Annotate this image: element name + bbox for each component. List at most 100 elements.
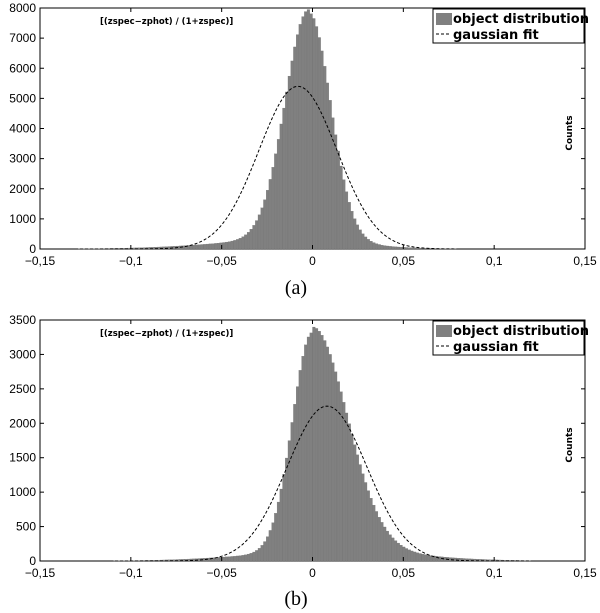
histogram-bar xyxy=(271,167,275,250)
histogram-bars xyxy=(113,326,531,562)
histogram-bar xyxy=(208,243,212,250)
histogram-bar xyxy=(279,488,283,562)
histogram-bar xyxy=(320,50,324,250)
histogram-bar xyxy=(315,328,319,562)
histogram-bar xyxy=(268,530,272,562)
histogram-bar xyxy=(214,243,218,250)
histogram-bar xyxy=(268,179,272,250)
histogram-bar xyxy=(418,553,422,562)
histogram-bar xyxy=(162,246,166,250)
histogram-bar xyxy=(405,247,408,250)
histogram-bar xyxy=(418,247,422,250)
histogram-bar xyxy=(162,559,166,562)
histogram-bar xyxy=(304,344,308,562)
x-tick-label: −0,1 xyxy=(119,566,143,580)
histogram-bar xyxy=(355,224,359,250)
histogram-bar xyxy=(407,247,411,250)
chart-panel-1: −0,15 −0,1 −0,05 0 0,05 0,1 0,15 0 500 1000 1500 20… xyxy=(9,313,597,580)
histogram-bar xyxy=(410,550,414,562)
histogram-bar xyxy=(347,202,351,250)
histogram-bar xyxy=(244,554,248,562)
histogram-bar xyxy=(255,550,259,562)
histogram-bar xyxy=(304,11,308,250)
histogram-bar xyxy=(426,555,430,562)
histogram-bar xyxy=(225,241,229,250)
histogram-bar xyxy=(192,244,196,250)
x-tick-label: 0 xyxy=(309,566,316,580)
y-axis-label: Counts xyxy=(565,427,575,462)
histogram-bar xyxy=(257,214,261,250)
histogram-bar xyxy=(323,340,327,562)
y-tick-label: 0 xyxy=(29,242,36,256)
histogram-bar xyxy=(388,246,392,250)
histogram-bar xyxy=(309,332,313,562)
y-tick-label: 1500 xyxy=(9,451,36,465)
histogram-bar xyxy=(405,548,408,562)
histogram-bar xyxy=(415,552,419,562)
x-tick-label: −0,05 xyxy=(206,254,237,268)
x-tick-label: −0,15 xyxy=(25,566,56,580)
histogram-bar xyxy=(369,241,373,250)
histogram-bar xyxy=(410,247,414,250)
histogram-bar xyxy=(246,553,250,562)
chart-annotation: [(zspec−zphot) / (1+zspec)] xyxy=(100,329,233,339)
histogram-bar xyxy=(260,207,264,250)
histogram-bar xyxy=(353,218,357,250)
histogram-bar xyxy=(246,232,250,250)
histogram-bar xyxy=(276,139,280,250)
histogram-bar xyxy=(266,536,270,562)
histogram-bar xyxy=(290,422,294,562)
histogram-bar xyxy=(203,244,207,250)
histogram-bar xyxy=(211,243,215,250)
legend-label-fit: gaussian fit xyxy=(453,28,539,43)
histogram-bar xyxy=(195,244,199,250)
chart-annotation: [(zspec−zphot) / (1+zspec)] xyxy=(100,17,233,27)
x-tick-label: −0,1 xyxy=(119,254,143,268)
histogram-bar xyxy=(334,371,338,562)
legend-label-fit: gaussian fit xyxy=(453,340,539,355)
histogram-bar xyxy=(296,34,299,250)
histogram-bar xyxy=(252,225,256,250)
histogram-bar xyxy=(353,444,357,562)
panel-caption: (a) xyxy=(285,277,307,299)
histogram-bar xyxy=(396,246,400,250)
histogram-bar xyxy=(358,464,362,562)
histogram-bar xyxy=(372,242,376,250)
histogram-bar xyxy=(396,542,400,562)
histogram-bar xyxy=(263,541,267,562)
histogram-bar xyxy=(282,474,286,562)
histogram-bar xyxy=(331,362,335,562)
histogram-bar xyxy=(238,555,242,562)
histogram-bar xyxy=(244,234,248,250)
histogram-bar xyxy=(312,18,316,250)
histogram-bar xyxy=(328,354,332,562)
histogram-bar xyxy=(236,239,240,250)
histogram-bar xyxy=(383,526,387,562)
histogram-bar xyxy=(336,381,340,562)
histogram-bar xyxy=(407,549,411,562)
histogram-bar xyxy=(361,473,365,562)
histogram-bar xyxy=(345,191,349,250)
histogram-bar xyxy=(217,557,220,562)
histogram-bar xyxy=(413,247,417,250)
histogram-bar xyxy=(320,335,324,562)
histogram-bar xyxy=(298,370,302,562)
histogram-bar xyxy=(345,412,349,562)
histogram-bar xyxy=(415,247,419,250)
legend-box xyxy=(432,8,585,44)
histogram-bar xyxy=(227,556,231,562)
histogram-bar xyxy=(222,556,226,562)
histogram-bar xyxy=(331,117,335,250)
histogram-bar xyxy=(227,241,231,250)
y-tick-label: 4000 xyxy=(9,122,36,136)
histogram-bar xyxy=(388,534,392,562)
histogram-bar xyxy=(385,530,389,562)
histogram-bar xyxy=(350,434,354,562)
y-tick-label: 8000 xyxy=(9,1,36,15)
histogram-bar xyxy=(385,245,389,250)
histogram-bar xyxy=(394,540,398,562)
legend-swatch-bars xyxy=(436,13,452,25)
histogram-bar xyxy=(206,243,210,250)
